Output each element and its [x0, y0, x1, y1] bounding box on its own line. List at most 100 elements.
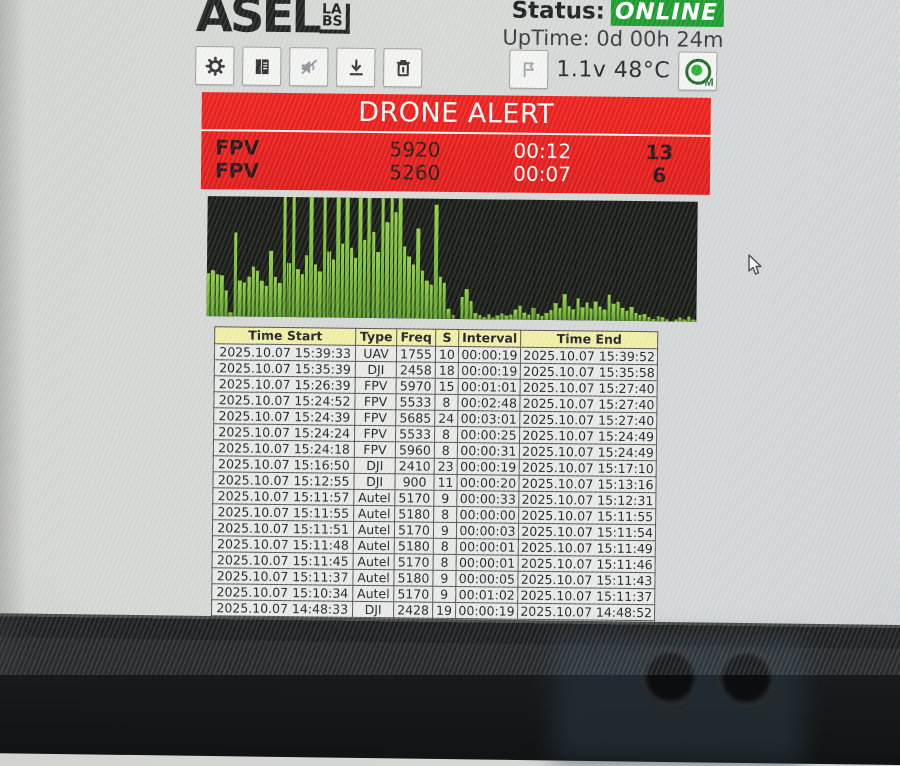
spectrum-bar	[331, 260, 335, 318]
table-cell: 00:00:25	[457, 426, 520, 443]
spectrum-bar	[594, 301, 598, 320]
status-label: Status:	[511, 0, 605, 25]
spectrum-bar	[558, 308, 562, 320]
monitor-bezel	[0, 613, 900, 766]
alert-frequency: 5260	[354, 161, 476, 185]
clear-button[interactable]	[383, 48, 422, 87]
spectrum-bar	[621, 308, 625, 321]
spectrum-bar	[531, 308, 535, 320]
table-cell: UAV	[356, 345, 397, 361]
table-cell: 5170	[395, 490, 435, 506]
table-cell: 2025.10.07 15:24:49	[520, 427, 657, 445]
table-cell: 5180	[394, 570, 434, 586]
mute-button[interactable]	[289, 47, 328, 86]
settings-button[interactable]	[195, 46, 234, 85]
spectrum-bar	[215, 274, 219, 316]
spectrum-bar	[638, 315, 642, 321]
table-cell: 2458	[396, 362, 436, 378]
spectrum-bar	[304, 255, 308, 317]
table-cell: 2025.10.07 15:24:39	[214, 408, 356, 426]
spectrum-bar	[643, 314, 647, 321]
spectrum-bar	[652, 319, 655, 321]
flag-icon	[518, 58, 540, 80]
spectrum-bar	[687, 317, 691, 322]
alert-type: FPV	[201, 136, 354, 161]
column-header: Type	[356, 328, 397, 345]
table-cell: 8	[434, 506, 457, 522]
spectrum-bar	[273, 277, 277, 317]
table-cell: 8	[435, 394, 458, 410]
spectrum-bar	[229, 313, 232, 317]
table-cell: 2025.10.07 15:11:55	[213, 504, 355, 522]
alert-frequency: 5920	[354, 138, 476, 162]
alert-duration: 00:12	[476, 139, 609, 163]
table-cell: 2025.10.07 15:24:24	[214, 424, 356, 442]
table-cell: 10	[436, 346, 459, 362]
flag-button[interactable]	[509, 50, 548, 89]
spectrum-bar	[318, 272, 322, 318]
spectrum-bar	[576, 299, 580, 321]
table-cell: 15	[435, 378, 458, 394]
app-content: ASEL LA BS Status:ONLINE UpTime: 0d 00h …	[189, 0, 718, 622]
alert-type: FPV	[201, 159, 354, 184]
table-cell: 2025.10.07 15:12:31	[519, 491, 656, 509]
table-cell: 00:00:01	[456, 554, 519, 571]
table-cell: 00:00:05	[456, 570, 519, 587]
table-cell: 2025.10.07 15:39:52	[521, 347, 658, 365]
table-cell: 00:01:01	[458, 378, 521, 395]
table-cell: FPV	[355, 441, 396, 457]
table-cell: 19	[433, 602, 456, 618]
download-button[interactable]	[336, 48, 375, 87]
spectrum-bar	[661, 318, 664, 322]
spectrum-bar	[429, 285, 433, 319]
table-cell: Autel	[354, 521, 395, 537]
table-cell: 2428	[393, 602, 433, 618]
spectrum-bars	[206, 196, 697, 322]
table-cell: 5685	[396, 410, 436, 426]
table-cell: 5180	[394, 506, 434, 522]
spectrum-bar	[678, 318, 681, 322]
table-cell: 5533	[395, 426, 435, 442]
spectrum-bar	[224, 290, 228, 316]
log-book-button[interactable]	[242, 47, 281, 86]
table-cell: 2025.10.07 15:27:40	[520, 411, 657, 429]
table-cell: 00:00:19	[458, 362, 521, 379]
monitor-record-button[interactable]: M	[678, 51, 717, 90]
mouse-cursor	[748, 254, 764, 280]
table-cell: Autel	[353, 585, 394, 601]
column-header: Interval	[458, 329, 521, 347]
spectrum-bar	[220, 275, 224, 316]
spectrum-bar	[536, 314, 540, 320]
table-cell: 2025.10.07 15:17:10	[519, 459, 656, 477]
spectrum-bar	[496, 316, 499, 320]
table-cell: 900	[395, 474, 435, 490]
table-cell: 2025.10.07 15:35:39	[214, 360, 356, 378]
table-cell: 2025.10.07 15:24:18	[213, 440, 355, 458]
table-cell: 9	[434, 490, 457, 506]
table-cell: 8	[435, 442, 458, 458]
table-cell: DJI	[356, 361, 397, 377]
spectrum-bar	[607, 294, 611, 320]
table-cell: 2025.10.07 15:11:55	[519, 507, 656, 525]
speaker-muted-icon	[298, 56, 320, 78]
table-cell: 2025.10.07 15:10:34	[212, 584, 354, 602]
table-cell: 24	[435, 410, 458, 426]
table-cell: 00:00:01	[456, 538, 519, 555]
table-cell: 2025.10.07 15:11:37	[518, 587, 655, 605]
spectrum-bar	[478, 316, 481, 320]
table-cell: 18	[435, 362, 458, 378]
spectrum-bar	[465, 289, 469, 319]
alert-duration: 00:07	[476, 162, 609, 186]
table-cell: 2025.10.07 15:39:33	[214, 344, 356, 362]
spectrum-bar	[264, 286, 268, 317]
table-cell: DJI	[353, 601, 394, 617]
table-cell: 5180	[394, 538, 434, 554]
spectrum-bar	[491, 317, 494, 319]
spectrum-bar	[616, 302, 620, 321]
spectrum-bar	[246, 277, 250, 317]
spectrum-bar	[238, 280, 242, 316]
book-icon	[251, 55, 273, 77]
table-cell: 2025.10.07 15:11:54	[519, 523, 656, 541]
table-cell: 00:00:31	[457, 442, 520, 459]
